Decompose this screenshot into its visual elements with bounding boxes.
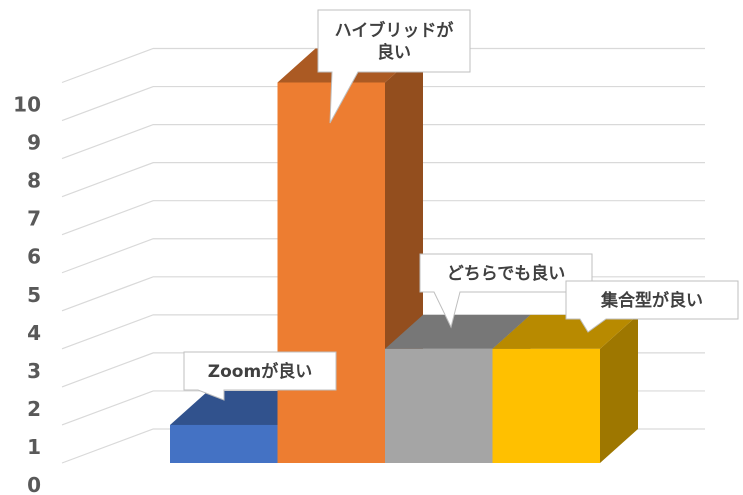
callout-box bbox=[183, 351, 337, 401]
y-tick-label: 10 bbox=[13, 93, 41, 117]
y-tick-label: 4 bbox=[27, 321, 41, 345]
bar-top-face bbox=[492, 314, 638, 349]
bars bbox=[170, 48, 638, 463]
callout-box bbox=[419, 253, 593, 329]
data-label-text: Zoomが良い bbox=[208, 361, 312, 382]
gridlines bbox=[61, 47, 705, 464]
gridline bbox=[61, 47, 705, 84]
bar-side-face bbox=[600, 314, 638, 463]
data-label-text: 集合型が良い bbox=[600, 290, 703, 311]
bar-front-face bbox=[170, 424, 278, 463]
gridline bbox=[61, 162, 705, 198]
y-tick-label: 2 bbox=[27, 397, 41, 421]
bar-front-face bbox=[492, 348, 600, 463]
y-tick-label: 7 bbox=[27, 207, 41, 231]
gridline bbox=[61, 238, 705, 274]
y-tick-label: 3 bbox=[27, 359, 41, 383]
y-tick-label: 1 bbox=[27, 435, 41, 459]
data-label-text: どちらでも良い bbox=[447, 263, 566, 284]
data-label-text: ハイブリッドが bbox=[335, 20, 454, 41]
data-label-text: 良い bbox=[377, 42, 411, 63]
y-tick-label: 8 bbox=[27, 169, 41, 193]
callout-box bbox=[317, 9, 471, 124]
y-tick-label: 6 bbox=[27, 245, 41, 269]
y-tick-label: 5 bbox=[27, 283, 41, 307]
data-label-callout: Zoomが良い bbox=[183, 351, 337, 401]
callout-box bbox=[565, 280, 739, 333]
bar-top-face bbox=[385, 314, 531, 349]
gridline bbox=[61, 123, 705, 160]
data-label-callout: どちらでも良い bbox=[419, 253, 593, 329]
bar bbox=[492, 314, 638, 463]
bar-front-face bbox=[277, 82, 385, 463]
y-axis-ticks: 0 1 2 3 4 5 6 7 8 9 10 bbox=[13, 93, 41, 495]
gridline bbox=[61, 85, 705, 122]
gridline bbox=[61, 200, 705, 236]
data-label-callout: 集合型が良い bbox=[565, 280, 739, 333]
y-tick-label: 0 bbox=[27, 473, 41, 495]
bar-front-face bbox=[385, 348, 493, 463]
y-tick-label: 9 bbox=[27, 131, 41, 155]
